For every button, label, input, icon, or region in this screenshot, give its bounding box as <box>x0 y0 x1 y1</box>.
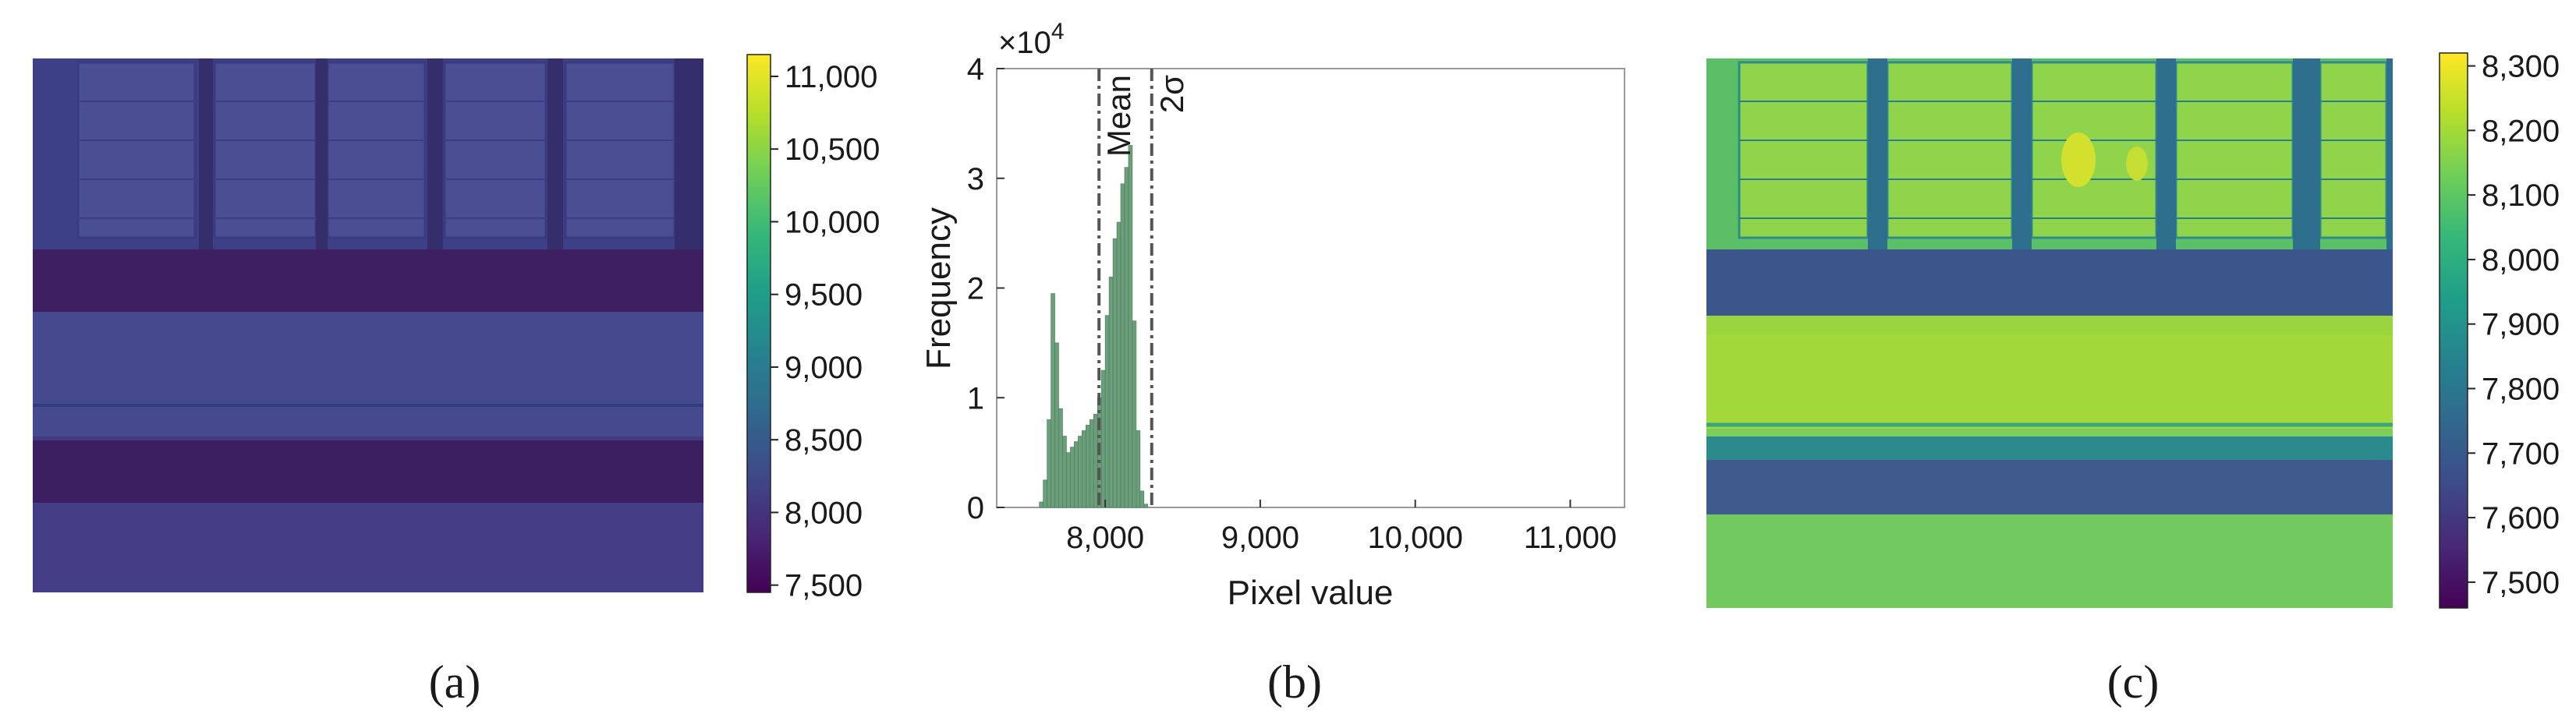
histogram-bar <box>1082 430 1086 508</box>
colorbar-a-tick-label: 7,500 <box>785 569 863 603</box>
histogram-bar <box>1124 167 1129 508</box>
y-tick-label: 2 <box>967 272 984 306</box>
panel-b: Mean 2σ 8,000 9,000 10,000 11,000 0 1 2 3 4 Pixe… <box>919 19 1625 612</box>
colorbar-a-tick-label: 11,000 <box>785 60 877 94</box>
y-tick-label: 4 <box>967 52 984 87</box>
panel-label-a: (a) <box>429 656 481 708</box>
histogram-bar <box>1078 436 1082 508</box>
histogram-bar <box>1085 425 1090 508</box>
histogram-bar <box>1143 504 1149 508</box>
colorbar-a-tick-label: 9,000 <box>785 351 863 385</box>
histogram-bar <box>1066 452 1071 508</box>
histogram-bar <box>1132 320 1137 508</box>
histogram-bar <box>1062 436 1067 508</box>
histogram-bar <box>1136 430 1141 508</box>
colorbar-c: 7,500 7,600 7,700 7,800 7,900 8,000 8,100 8,200… <box>2439 50 2560 609</box>
histogram-bar <box>1100 369 1106 508</box>
panel-label-b: (b) <box>1267 656 1322 708</box>
histogram-bar <box>1058 408 1063 508</box>
panel-a: 7,500 8,000 8,500 9,000 9,500 10,000 10,500 11,… <box>33 54 880 603</box>
colorbar-a-tick-label: 8,500 <box>785 423 863 458</box>
x-ticks: 8,000 9,000 10,000 11,000 <box>1066 500 1617 555</box>
y-ticks: 0 1 2 3 4 <box>967 52 1005 525</box>
histogram-bar <box>1089 419 1094 508</box>
colorbar-c-tick-label: 8,300 <box>2482 50 2560 84</box>
colorbar-c-tick-label: 7,800 <box>2482 373 2560 407</box>
panel-label-c: (c) <box>2107 656 2160 708</box>
y-multiplier: ×104 <box>998 19 1065 60</box>
colorbar-a-tick-label: 9,500 <box>785 278 863 313</box>
colorbar-a-tick-label: 8,000 <box>785 496 863 530</box>
panel-c: 7,500 7,600 7,700 7,800 7,900 8,000 8,100 8,200… <box>1706 50 2560 609</box>
histogram-bar <box>1128 145 1133 508</box>
marker-label: 2σ <box>1153 75 1190 113</box>
y-tick-label: 0 <box>967 491 984 525</box>
histogram-bar <box>1104 315 1110 508</box>
histogram-bar <box>1074 441 1079 508</box>
image-a <box>33 58 703 592</box>
histogram-bar <box>1108 277 1114 508</box>
y-tick-label: 3 <box>967 162 984 196</box>
x-axis-label: Pixel value <box>1228 574 1394 612</box>
y-axis-label: Frequency <box>919 207 958 369</box>
histogram-bar <box>1054 342 1059 508</box>
y-tick-label: 1 <box>967 381 984 415</box>
colorbar-c-tick-label: 7,600 <box>2482 501 2560 535</box>
colorbar-c-tick-label: 8,100 <box>2482 178 2560 213</box>
histogram-bar <box>1039 501 1044 508</box>
histogram-bar <box>1047 419 1051 508</box>
colorbar-c-tick-label: 7,700 <box>2482 436 2560 471</box>
colorbar-c-tick-label: 8,000 <box>2482 243 2560 277</box>
x-tick-label: 9,000 <box>1221 521 1299 555</box>
x-tick-label: 11,000 <box>1524 521 1617 555</box>
histogram-bar <box>1116 221 1121 508</box>
x-tick-label: 10,000 <box>1367 521 1462 555</box>
image-c <box>1706 58 2393 608</box>
colorbar-c-tick-label: 8,200 <box>2482 114 2560 148</box>
histogram-bar <box>1043 479 1047 508</box>
colorbar-c-tick-label: 7,500 <box>2482 566 2560 600</box>
colorbar-c-tick-label: 7,900 <box>2482 308 2560 342</box>
histogram-bar <box>1051 293 1055 508</box>
histogram-bar <box>1139 490 1145 508</box>
x-tick-label: 8,000 <box>1066 521 1144 555</box>
histogram-bars <box>1039 145 1149 508</box>
colorbar-a-tick-label: 10,500 <box>785 133 880 167</box>
marker-label: Mean <box>1100 75 1137 157</box>
histogram-bar <box>1093 414 1098 508</box>
colorbar-a-tick-label: 10,000 <box>785 205 880 239</box>
colorbar-a: 7,500 8,000 8,500 9,000 9,500 10,000 10,500 11,… <box>746 54 880 603</box>
histogram-bar <box>1120 183 1125 508</box>
histogram-bar <box>1070 447 1075 508</box>
histogram-bar <box>1112 238 1118 508</box>
threshold-markers: Mean 2σ <box>1097 69 1190 507</box>
